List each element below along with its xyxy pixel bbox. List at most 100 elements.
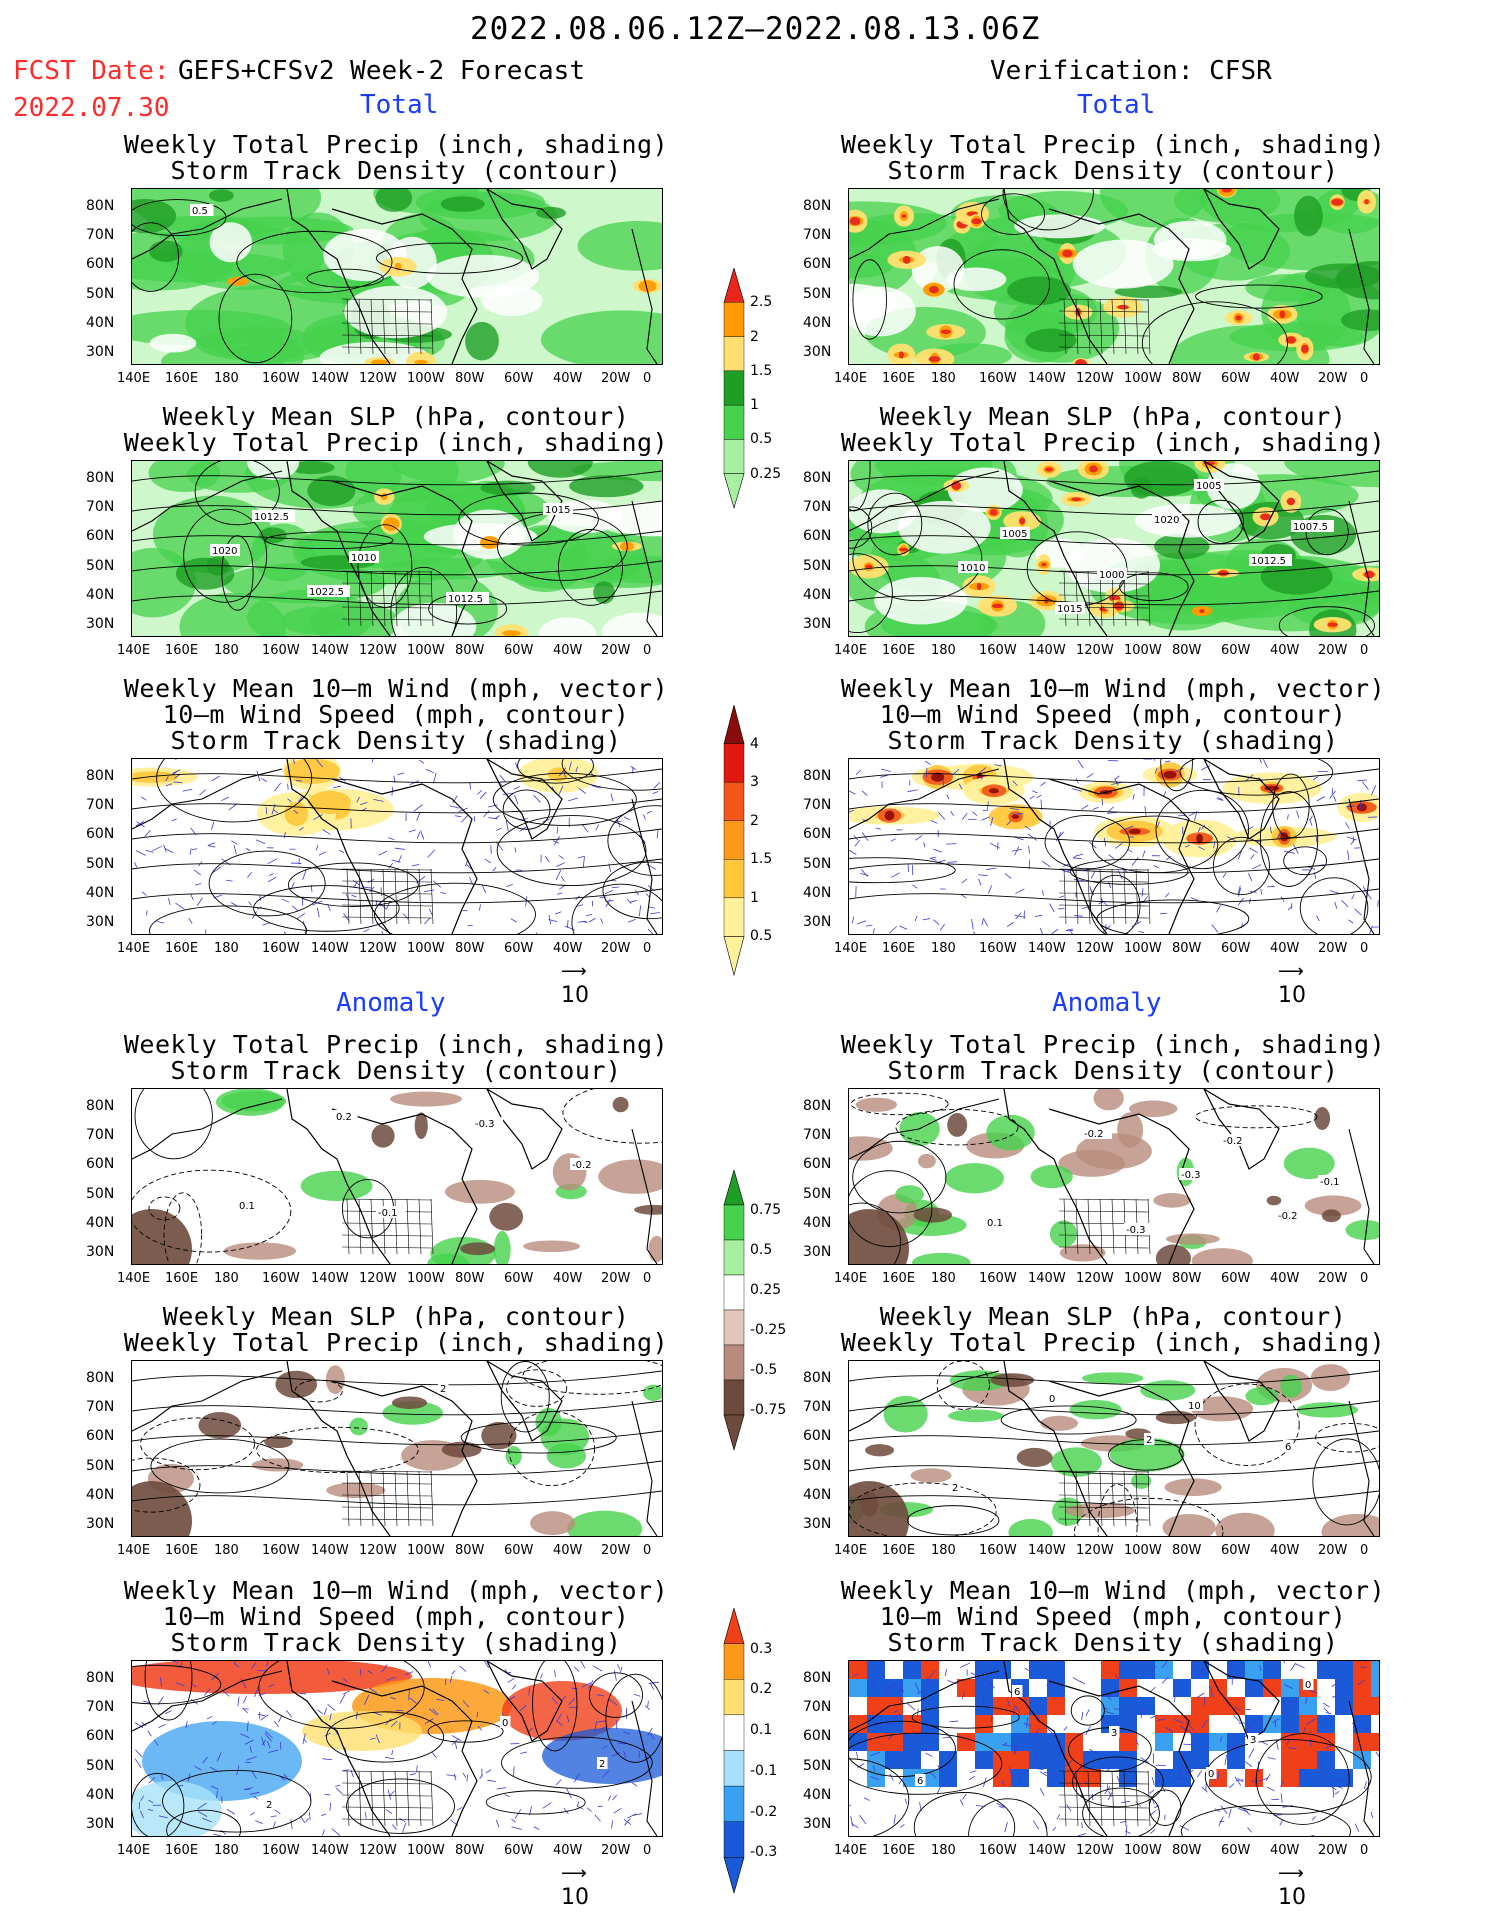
shade-blob bbox=[1040, 1415, 1079, 1431]
lon-tick-label: 80W bbox=[455, 643, 485, 658]
shade-blob bbox=[1356, 803, 1367, 812]
shade-blob bbox=[1286, 497, 1296, 506]
contour-label: 0.2 bbox=[336, 1112, 352, 1123]
lon-tick-label: 60W bbox=[1221, 941, 1251, 956]
wind-vector bbox=[364, 1812, 367, 1819]
wind-vector bbox=[193, 869, 202, 876]
state-border bbox=[1063, 868, 1067, 925]
shade-blob bbox=[1304, 1195, 1362, 1216]
verification-anomaly-precip-title-line: Storm Track Density (contour) bbox=[887, 1056, 1339, 1085]
wind-vector bbox=[1006, 921, 1014, 928]
wind-vector bbox=[322, 829, 331, 835]
shade-blob bbox=[371, 1124, 395, 1148]
wind-vector bbox=[416, 812, 421, 821]
colorbar-label: 1.5 bbox=[750, 362, 773, 379]
wind-vector bbox=[1229, 1783, 1235, 1789]
shade-blob bbox=[1064, 1503, 1135, 1519]
lon-tick-label: 40W bbox=[553, 941, 583, 956]
wind-vector bbox=[292, 905, 298, 911]
wind-vector bbox=[1165, 856, 1171, 861]
forecast-anomaly-slp-title-line: Weekly Total Precip (inch, shading) bbox=[123, 1328, 669, 1357]
wind-vector bbox=[930, 856, 937, 859]
wind-vector bbox=[142, 1700, 150, 1704]
wind-vector bbox=[173, 781, 183, 784]
wind-vector bbox=[1149, 1789, 1155, 1794]
wind-vector bbox=[1218, 1816, 1224, 1827]
state-border bbox=[1058, 618, 1150, 621]
wind-vector bbox=[1108, 806, 1114, 812]
wind-vector bbox=[476, 1711, 479, 1718]
shade-blob bbox=[530, 1511, 576, 1536]
verification-total-slp-title-line: Weekly Mean SLP (hPa, contour) bbox=[879, 402, 1347, 431]
wind-vector bbox=[1258, 777, 1263, 782]
wind-vector bbox=[996, 1803, 1006, 1808]
lon-tick-label: 180 bbox=[931, 643, 956, 658]
lon-tick-label: 160E bbox=[165, 643, 199, 658]
wind-vector bbox=[427, 849, 436, 858]
lat-tick-label: 50N bbox=[86, 558, 115, 574]
shade-blob bbox=[152, 495, 273, 574]
wind-vector bbox=[408, 1689, 410, 1701]
shade-blob bbox=[944, 1163, 1004, 1194]
wind-vector bbox=[872, 928, 875, 934]
wind-vector bbox=[854, 839, 861, 847]
shade-blob bbox=[493, 1230, 511, 1264]
coastline bbox=[1003, 1089, 1108, 1264]
wind-vector bbox=[466, 1774, 468, 1782]
state-border bbox=[341, 1806, 433, 1809]
contour-line bbox=[132, 222, 179, 292]
shade-cell bbox=[1299, 1733, 1317, 1751]
coastline bbox=[286, 759, 391, 934]
wind-vector bbox=[479, 791, 487, 800]
shade-blob bbox=[865, 564, 873, 569]
shade-blob bbox=[284, 802, 309, 826]
wind-vector bbox=[428, 1708, 438, 1716]
lon-tick-label: 120W bbox=[1076, 941, 1114, 956]
contour-line bbox=[1097, 1483, 1138, 1536]
state-border bbox=[1111, 1770, 1115, 1827]
wind-vector bbox=[1259, 1664, 1262, 1671]
lon-tick-label: 120W bbox=[359, 1271, 397, 1286]
state-border bbox=[341, 298, 433, 301]
shade-cell bbox=[1101, 1751, 1119, 1769]
shade-cell bbox=[1101, 1661, 1119, 1679]
lat-tick-label: 70N bbox=[86, 1127, 115, 1143]
wind-vector bbox=[1105, 1693, 1112, 1701]
wind-vector bbox=[283, 931, 287, 934]
wind-vector bbox=[981, 816, 990, 821]
wind-vector bbox=[1077, 1833, 1087, 1836]
coastline bbox=[1048, 1380, 1195, 1536]
wind-vector bbox=[251, 1770, 257, 1779]
colorbar-segment bbox=[723, 370, 745, 406]
wind-vector bbox=[267, 876, 277, 883]
wind-vector bbox=[1276, 832, 1282, 840]
contour-line bbox=[849, 828, 1379, 844]
wind-vector bbox=[1234, 1706, 1242, 1711]
shade-blob bbox=[1196, 833, 1203, 844]
contour-label: 1015 bbox=[545, 505, 570, 516]
contour-line bbox=[562, 1089, 662, 1144]
wind-vector bbox=[202, 1756, 208, 1764]
wind-vector bbox=[367, 878, 375, 883]
contour-line bbox=[849, 1370, 1379, 1386]
contour-line bbox=[588, 1672, 643, 1718]
wind-vector bbox=[147, 1730, 152, 1737]
coastline bbox=[631, 1400, 658, 1536]
wind-vector bbox=[351, 894, 357, 898]
lon-tick-label: 160E bbox=[165, 1271, 199, 1286]
state-border bbox=[341, 1246, 433, 1249]
state-border bbox=[341, 904, 433, 907]
wind-vector bbox=[372, 1711, 382, 1716]
wind-vector bbox=[175, 902, 185, 910]
wind-vector bbox=[959, 1799, 964, 1806]
wind-vector bbox=[1070, 931, 1073, 934]
wind-vector bbox=[558, 785, 564, 796]
wind-vector bbox=[1329, 790, 1336, 799]
forecast-total-slp-map: 1012.5 1010 1012.5 1015 1020 1022.5 bbox=[131, 460, 663, 637]
forecast-total-wind-map bbox=[131, 758, 663, 935]
contour-line bbox=[605, 1673, 662, 1763]
wind-vector bbox=[244, 1761, 252, 1764]
wind-vector bbox=[428, 908, 433, 916]
contour-line bbox=[849, 530, 1379, 546]
wind-vector bbox=[899, 1823, 905, 1828]
